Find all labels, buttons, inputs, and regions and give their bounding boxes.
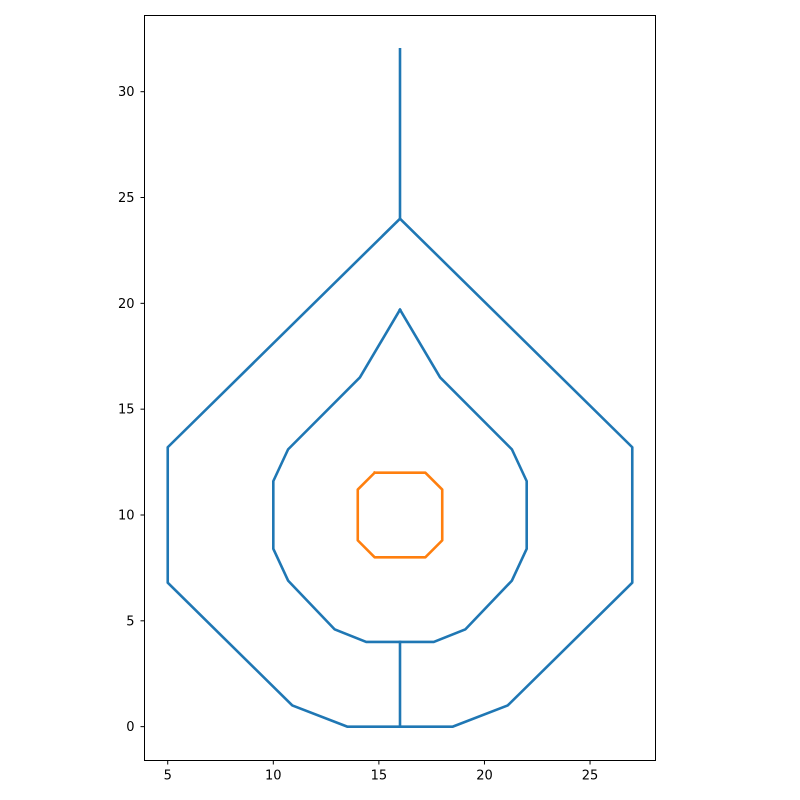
x-tick-label: 25 — [582, 769, 599, 784]
y-tick-label: 15 — [118, 403, 135, 418]
y-tick-label: 10 — [118, 508, 135, 523]
y-tick-label: 0 — [126, 720, 134, 735]
series-line-5 — [356, 470, 444, 559]
x-tick-label: 10 — [265, 769, 282, 784]
series-line-3 — [272, 307, 528, 644]
x-tick-label: 20 — [476, 769, 493, 784]
y-tick-label: 5 — [126, 614, 134, 629]
x-axis: 5 10 15 20 25 — [164, 760, 599, 784]
y-tick-label: 30 — [118, 85, 135, 100]
x-tick-label: 15 — [371, 769, 388, 784]
y-axis: 0 5 10 15 20 25 30 — [118, 85, 145, 735]
y-tick-label: 20 — [118, 297, 135, 312]
axes-frame — [144, 15, 656, 761]
y-tick-label: 25 — [118, 191, 135, 206]
series-layer — [166, 48, 634, 728]
x-tick-label: 5 — [164, 769, 172, 784]
